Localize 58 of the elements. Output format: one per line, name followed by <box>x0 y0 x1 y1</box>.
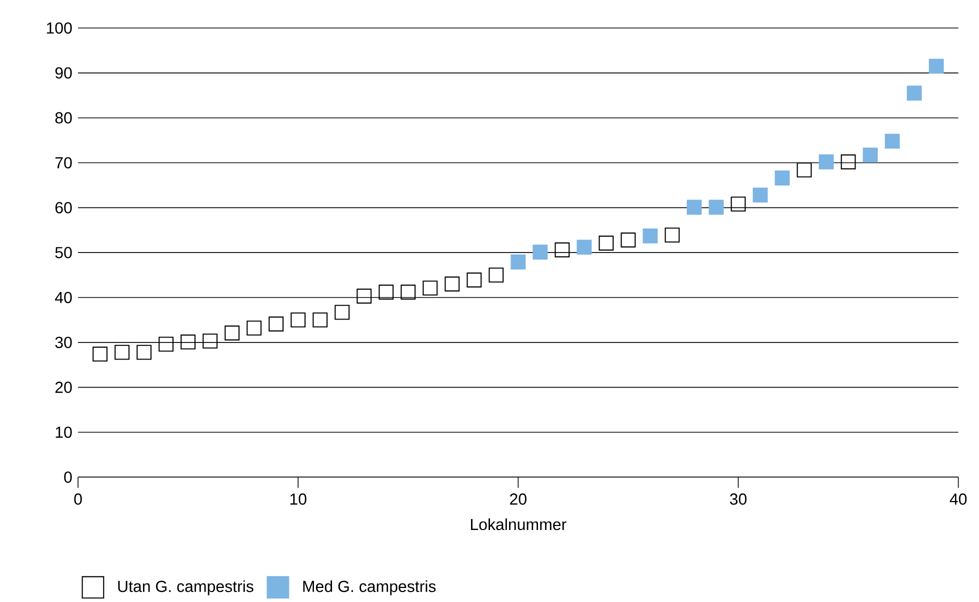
point <box>334 305 350 320</box>
x-tick-label: 0 <box>74 494 82 505</box>
point <box>884 134 900 149</box>
point <box>796 162 812 178</box>
point <box>510 254 526 270</box>
point <box>620 232 636 248</box>
point <box>532 244 548 260</box>
point <box>466 272 482 288</box>
y-tick-label: 100 <box>46 22 72 34</box>
point <box>928 58 944 74</box>
legend-label: Utan G. campestris <box>118 580 254 596</box>
y-tick-label: 40 <box>55 292 72 304</box>
point <box>180 334 196 350</box>
y-tick-label: 0 <box>64 472 72 484</box>
y-tick-label: 10 <box>56 426 72 438</box>
point <box>818 154 834 170</box>
point <box>246 320 262 336</box>
x-tick-label: 10 <box>290 494 306 505</box>
point <box>488 268 504 283</box>
x-tick-label: 20 <box>510 494 526 505</box>
point <box>202 334 218 349</box>
point <box>356 288 372 304</box>
y-tick-label: 30 <box>55 336 72 348</box>
point <box>290 312 306 328</box>
point <box>114 345 130 360</box>
x-tick-label: 40 <box>950 494 967 505</box>
y-tick-label: 70 <box>55 157 72 169</box>
point <box>422 280 438 296</box>
point <box>554 242 570 258</box>
x-tick-label: 30 <box>730 494 747 505</box>
legend-label: Med G. campestris <box>303 580 436 596</box>
point <box>840 154 856 170</box>
point <box>730 196 746 212</box>
point <box>752 188 768 203</box>
point <box>400 284 416 300</box>
y-tick-label: 90 <box>55 68 72 79</box>
y-tick-label: 20 <box>55 382 72 394</box>
point <box>774 170 790 186</box>
point <box>268 316 284 332</box>
point <box>862 148 878 163</box>
point <box>92 346 108 362</box>
point <box>444 276 460 292</box>
point <box>598 236 614 251</box>
point <box>686 200 702 215</box>
point <box>158 336 174 352</box>
x-axis-title: Lokalnummer <box>471 518 566 530</box>
y-tick-label: 80 <box>55 112 72 124</box>
point <box>642 228 658 244</box>
y-tick-label: 50 <box>55 247 72 258</box>
y-tick-label: 60 <box>55 202 72 214</box>
point <box>906 86 922 101</box>
point <box>378 284 394 300</box>
point <box>136 345 152 360</box>
point <box>224 326 240 341</box>
point <box>664 228 680 243</box>
point <box>576 240 592 255</box>
point <box>708 200 724 215</box>
point <box>312 312 328 328</box>
